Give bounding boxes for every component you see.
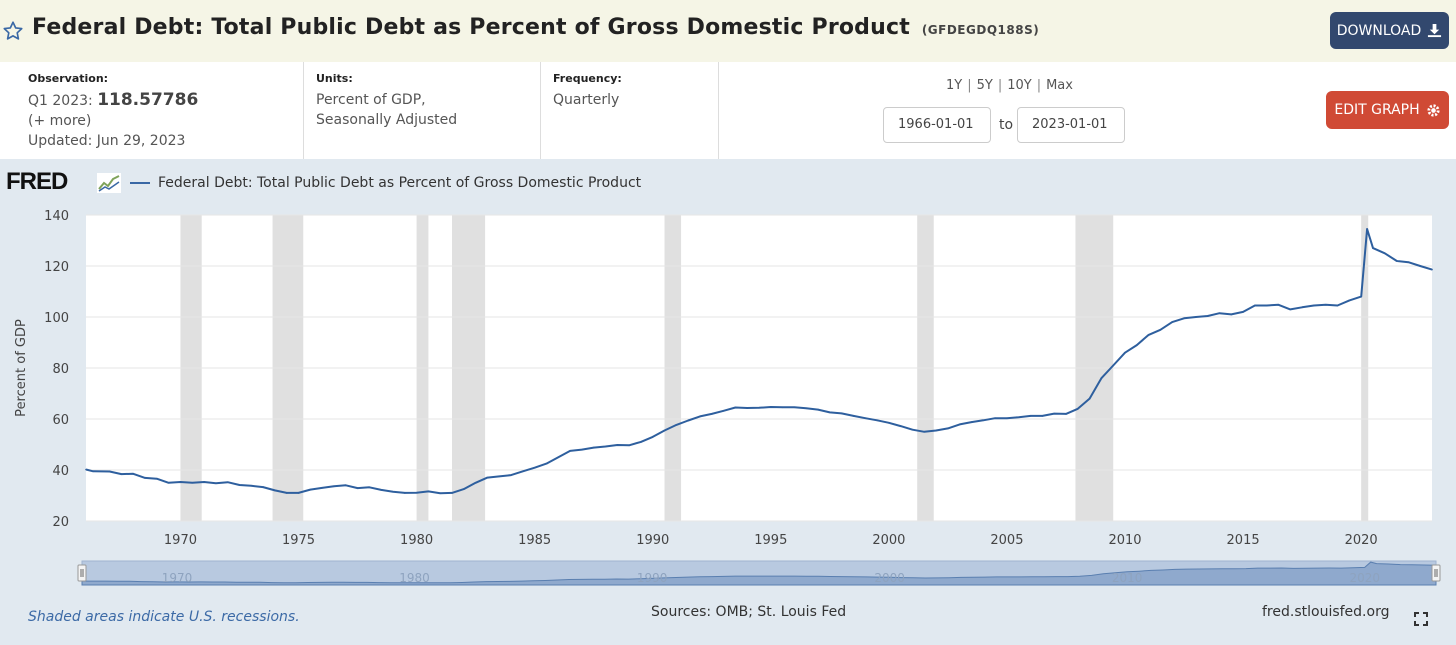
series-title: Federal Debt: Total Public Debt as Perce… <box>32 15 910 40</box>
observation-period: Q1 2023: <box>28 93 93 109</box>
chart-area <box>0 159 1456 645</box>
legend-label: Federal Debt: Total Public Debt as Perce… <box>158 175 642 191</box>
frequency-panel: Frequency: Quarterly <box>553 62 719 159</box>
edit-graph-button[interactable]: EDIT GRAPH <box>1326 91 1449 129</box>
edit-graph-label: EDIT GRAPH <box>1334 102 1420 118</box>
series-id: (GFDEGDQ188S) <box>921 23 1040 37</box>
to-label: to <box>999 117 1014 133</box>
range-5y[interactable]: 5Y <box>976 78 993 93</box>
legend-swatch <box>130 182 150 184</box>
range-selector: 1Y | 5Y | 10Y | Max <box>946 78 1073 93</box>
fullscreen-icon[interactable] <box>1414 612 1428 626</box>
fred-chart-logo-icon <box>97 173 121 193</box>
start-date-input[interactable]: 1966-01-01 <box>883 107 991 143</box>
fred-logo: FRED <box>6 168 68 195</box>
recession-note: Shaded areas indicate U.S. recessions. <box>28 609 300 625</box>
download-button[interactable]: DOWNLOAD <box>1330 12 1449 49</box>
range-10y[interactable]: 10Y <box>1007 78 1032 93</box>
units-line2: Seasonally Adjusted <box>316 112 458 128</box>
frequency-label: Frequency: <box>553 72 622 85</box>
download-label: DOWNLOAD <box>1336 22 1422 39</box>
site-link[interactable]: fred.stlouisfed.org <box>1262 604 1390 620</box>
download-icon <box>1428 23 1442 38</box>
frequency-value: Quarterly <box>553 92 620 108</box>
updated-date: Updated: Jun 29, 2023 <box>28 133 186 149</box>
units-line1: Percent of GDP, <box>316 92 426 108</box>
observation-line: Q1 2023: 118.57786 <box>28 90 303 111</box>
observation-value: 118.57786 <box>97 90 199 110</box>
range-max[interactable]: Max <box>1046 78 1073 93</box>
chart-legend: Federal Debt: Total Public Debt as Perce… <box>130 175 641 191</box>
star-icon[interactable] <box>2 20 24 42</box>
units-panel: Units: Percent of GDP, Seasonally Adjust… <box>316 62 541 159</box>
end-date-input[interactable]: 2023-01-01 <box>1017 107 1125 143</box>
page-title: Federal Debt: Total Public Debt as Perce… <box>32 15 1039 40</box>
gear-icon <box>1427 103 1440 117</box>
range-1y[interactable]: 1Y <box>946 78 963 93</box>
observation-panel: Observation: Q1 2023: 118.57786 (+ more)… <box>28 62 304 159</box>
units-label: Units: <box>316 72 353 85</box>
title-bar: Federal Debt: Total Public Debt as Perce… <box>0 0 1456 62</box>
more-link[interactable]: (+ more) <box>28 113 92 129</box>
sources-text: Sources: OMB; St. Louis Fed <box>651 604 847 620</box>
observation-label: Observation: <box>28 72 109 85</box>
